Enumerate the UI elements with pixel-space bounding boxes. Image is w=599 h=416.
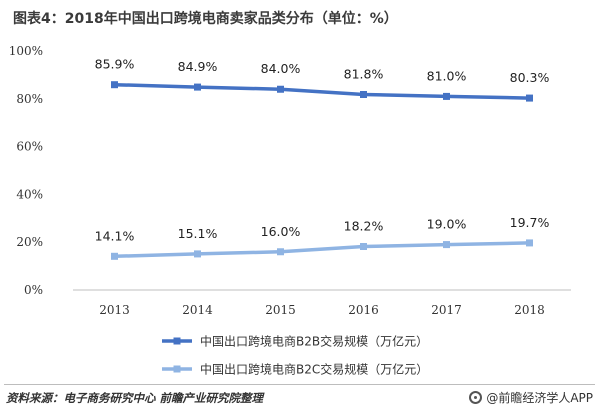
legend-label: 中国出口跨境电商B2C交易规模（万亿元）: [200, 362, 428, 377]
data-point: [194, 83, 201, 91]
data-point: [443, 241, 450, 249]
brand-label: @前瞻经济学人APP: [486, 391, 593, 405]
data-label: 80.3%: [510, 70, 550, 85]
data-point: [360, 243, 367, 251]
x-tick-label: 2013: [99, 303, 130, 317]
data-label: 84.0%: [261, 61, 301, 76]
series-1: 85.9% 84.9% 84.0% 81.8% 81.0% 80.3%: [95, 57, 550, 102]
data-label: 19.7%: [510, 215, 550, 230]
x-tick-label: 2017: [431, 303, 462, 317]
data-point: [526, 239, 533, 247]
data-label: 16.0%: [261, 224, 301, 239]
x-axis: 2013 2014 2015 2016 2017 2018: [99, 303, 545, 317]
brand-logo-icon: [469, 391, 483, 404]
legend-item: 中国出口跨境电商B2C交易规模（万亿元）: [162, 362, 428, 377]
series-line: [114, 241, 530, 259]
brand: @前瞻经济学人APP: [469, 389, 593, 406]
footer: 资料来源：电子商务研究中心 前瞻产业研究院整理 @前瞻经济学人APP: [0, 384, 599, 416]
series-line: [114, 82, 530, 100]
series-lines: 85.9% 84.9% 84.0% 81.8% 81.0% 80.3% 14.1% 15.1%…: [95, 57, 550, 260]
y-tick-label: 20%: [16, 235, 43, 249]
series-2: 14.1% 15.1% 16.0% 18.2% 19.0% 19.7%: [95, 215, 550, 260]
legend-marker: [173, 365, 181, 373]
data-point: [277, 248, 284, 256]
y-tick-label: 80%: [16, 92, 43, 106]
data-point: [111, 81, 118, 89]
y-axis: 0% 20% 40% 60% 80% 100%: [9, 44, 43, 297]
footer-divider: [4, 384, 595, 385]
data-point: [111, 252, 118, 260]
data-label: 81.8%: [344, 66, 384, 81]
data-label: 81.0%: [427, 68, 467, 83]
data-point: [360, 90, 367, 98]
legend-label: 中国出口跨境电商B2B交易规模（万亿元）: [200, 334, 428, 349]
data-label: 84.9%: [178, 59, 218, 74]
y-tick-label: 40%: [16, 187, 43, 201]
data-label: 19.0%: [427, 217, 467, 232]
data-point: [526, 94, 533, 102]
line-chart: 0%20%40%60%80%100% 2013 2014 2015 2016 2017 2…: [9, 44, 571, 377]
x-tick-label: 2015: [265, 303, 296, 317]
x-tick-label: 2016: [348, 303, 379, 317]
y-tick-label: 0%: [24, 283, 43, 297]
data-point: [194, 250, 201, 258]
data-label: 85.9%: [95, 57, 135, 72]
y-tick-label: 60%: [16, 140, 43, 154]
legend: 中国出口跨境电商B2B交易规模（万亿元） 中国出口跨境电商B2C交易规模（万亿元）: [162, 334, 428, 377]
data-label: 15.1%: [178, 226, 218, 241]
y-tick-label: 100%: [9, 44, 43, 58]
legend-marker: [173, 337, 181, 345]
x-tick-label: 2014: [182, 303, 213, 317]
legend-item: 中国出口跨境电商B2B交易规模（万亿元）: [162, 334, 428, 349]
data-point: [277, 85, 284, 93]
data-label: 14.1%: [95, 228, 135, 243]
data-point: [443, 92, 450, 100]
chart-title: 图表4：2018年中国出口跨境电商卖家品类分布（单位：%）: [13, 11, 398, 27]
data-label: 18.2%: [344, 219, 384, 234]
x-tick-label: 2018: [514, 303, 545, 317]
source-note: 资料来源：电子商务研究中心 前瞻产业研究院整理: [6, 391, 264, 405]
